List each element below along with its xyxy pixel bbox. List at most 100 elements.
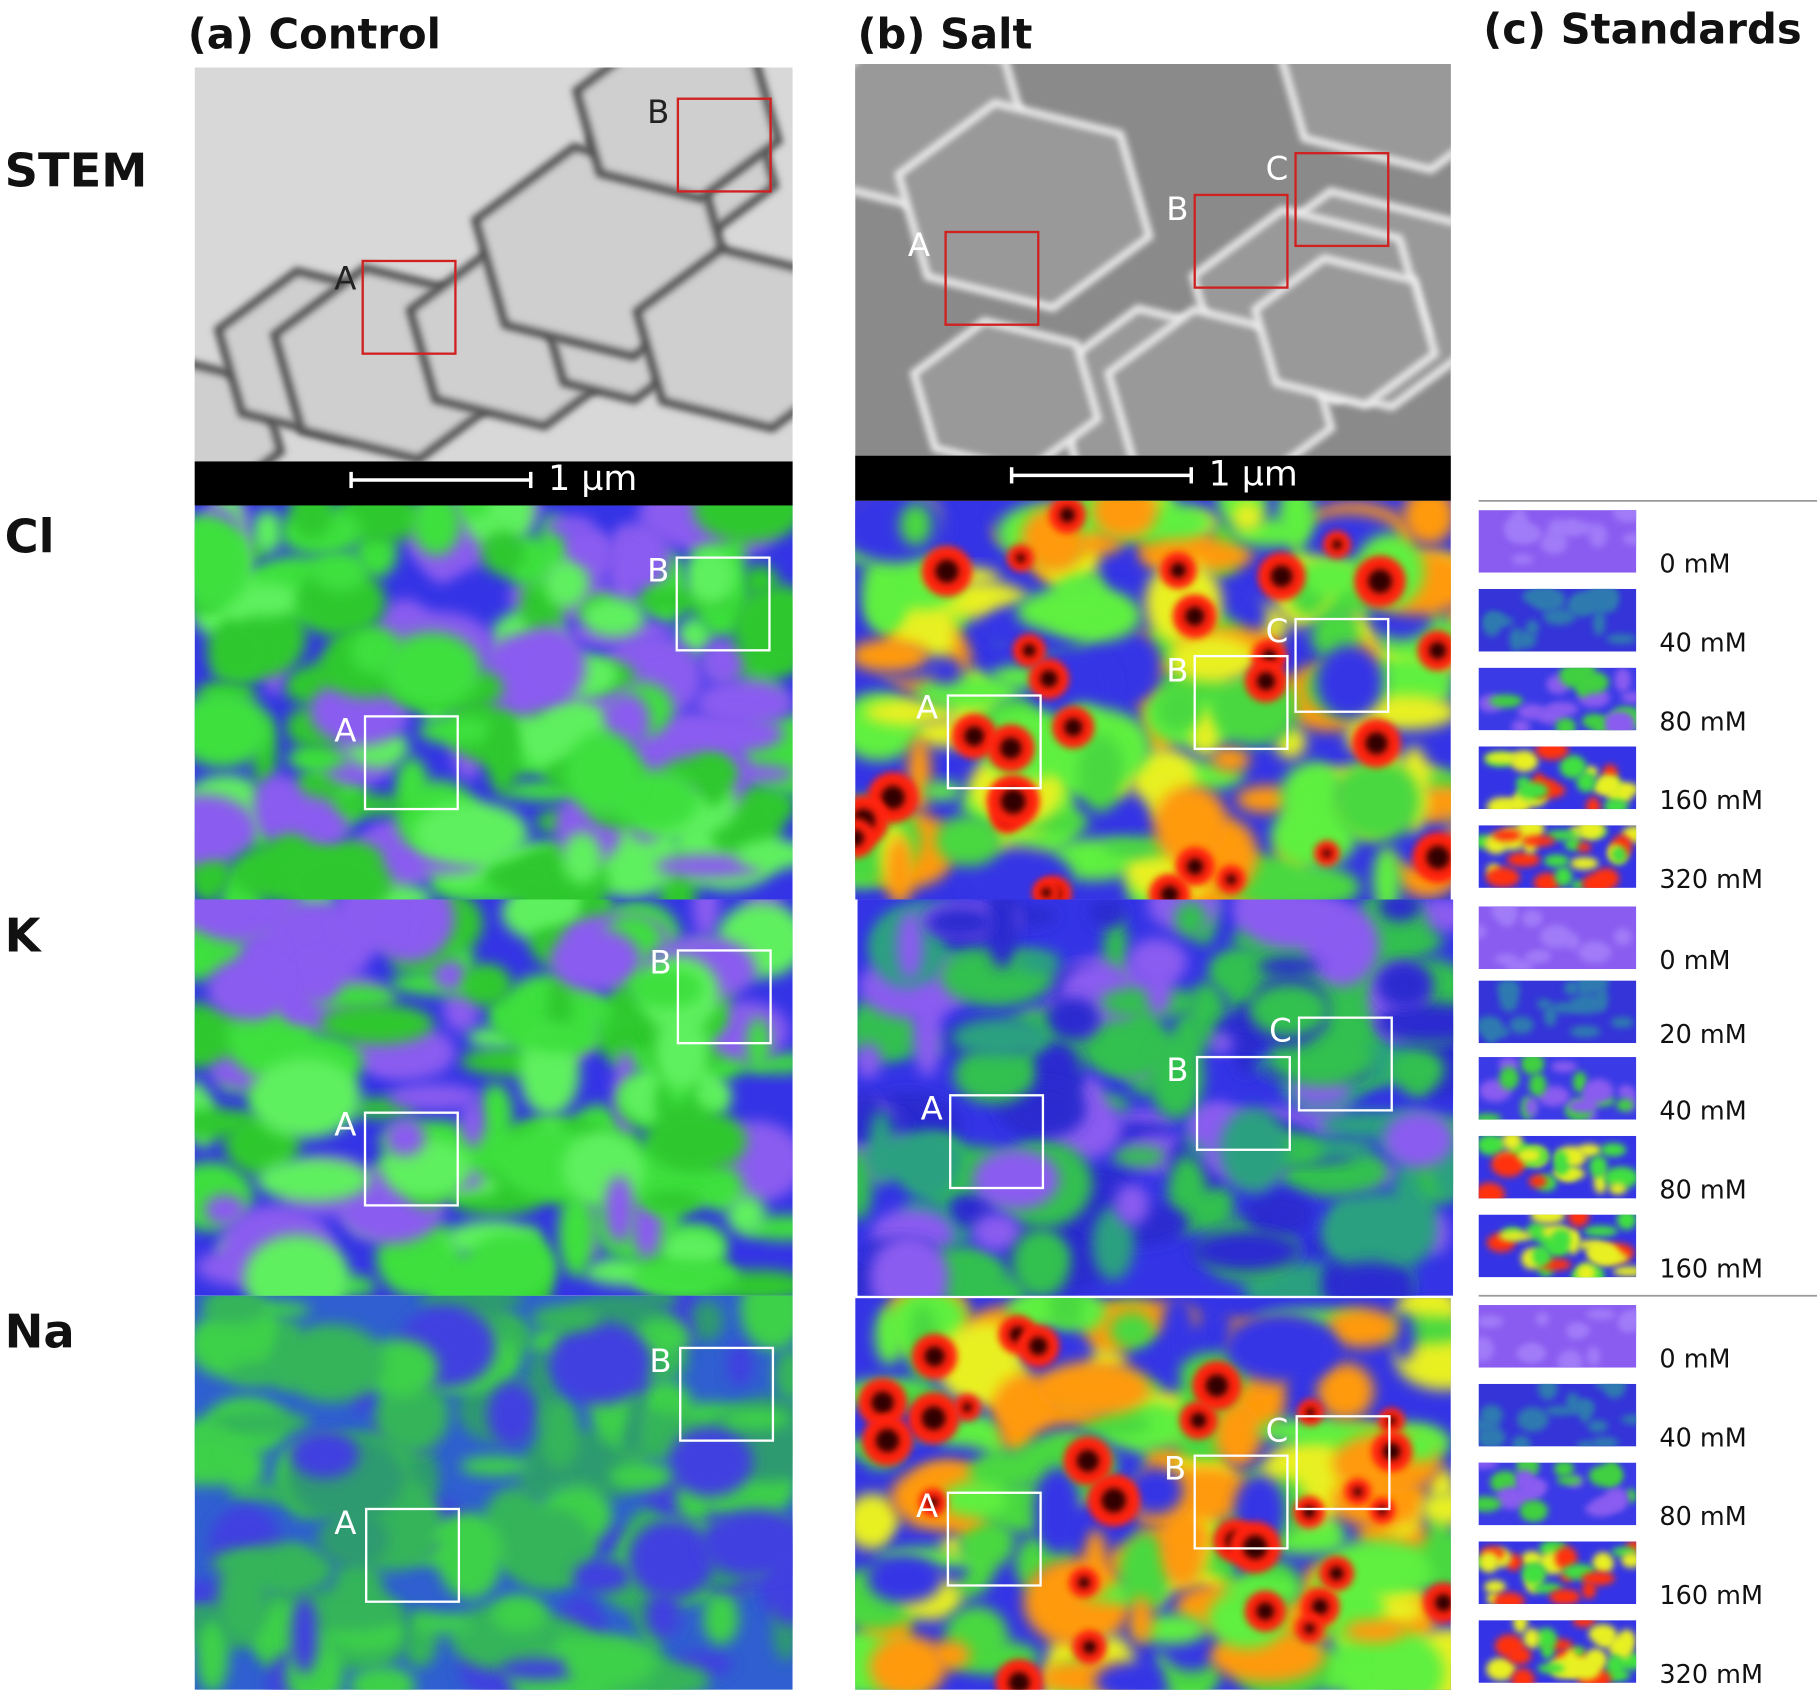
blob	[500, 1658, 578, 1681]
blob	[1583, 1225, 1618, 1237]
panel	[855, 1298, 1451, 1690]
blob	[985, 899, 1020, 969]
blob	[1589, 1155, 1608, 1178]
blob	[1604, 1383, 1625, 1399]
panel	[1478, 980, 1637, 1044]
cell	[1250, 254, 1440, 409]
blob	[437, 1512, 503, 1600]
standard-label: 160 mM	[1659, 786, 1763, 816]
region-label: C	[1266, 1412, 1289, 1450]
blob	[312, 550, 370, 592]
blob	[1525, 619, 1539, 636]
hotspot	[1186, 858, 1204, 875]
blob	[1249, 983, 1330, 1037]
scale-label: 1 µm	[1209, 454, 1298, 494]
blob	[1035, 1361, 1151, 1417]
blob	[896, 910, 924, 981]
blob	[1389, 1048, 1445, 1092]
standard-label: 160 mM	[1659, 1254, 1763, 1284]
blob	[433, 960, 468, 991]
blob	[280, 1324, 385, 1403]
blob	[517, 899, 578, 925]
blob	[1617, 1313, 1637, 1333]
blob	[488, 995, 520, 1035]
region-label: C	[1266, 612, 1289, 650]
blob	[1549, 1588, 1581, 1605]
blob	[1209, 1033, 1234, 1054]
blob	[661, 1231, 724, 1268]
panel	[1478, 667, 1637, 731]
blob	[1491, 1152, 1525, 1178]
region-box	[949, 1094, 1045, 1190]
blob	[463, 963, 512, 1007]
panel	[1478, 1057, 1637, 1120]
blob	[1517, 1407, 1549, 1432]
blob	[549, 928, 641, 992]
hotspot	[962, 1402, 973, 1413]
panel	[1478, 1214, 1637, 1278]
blob	[1148, 1032, 1204, 1119]
blob	[1478, 1551, 1499, 1573]
blob	[1532, 1245, 1551, 1267]
blob	[414, 801, 529, 866]
blob	[1505, 960, 1534, 969]
blob	[283, 849, 392, 900]
row-label: Cl	[5, 510, 55, 564]
blob	[874, 1307, 905, 1365]
hotspot	[921, 1406, 946, 1431]
blob	[1305, 767, 1330, 854]
blob	[1403, 500, 1451, 545]
blob	[518, 1022, 603, 1054]
blob	[1616, 1098, 1634, 1112]
blob	[1498, 906, 1517, 927]
blob	[249, 1058, 362, 1139]
region-box	[1193, 654, 1289, 750]
blob	[1557, 1475, 1583, 1486]
blob	[1317, 1363, 1374, 1420]
blob	[1587, 1242, 1615, 1260]
blob	[500, 1506, 595, 1590]
blob	[913, 988, 942, 1077]
blob	[1537, 1383, 1558, 1401]
blob	[867, 1555, 943, 1604]
blob	[1155, 689, 1202, 732]
blob	[1329, 1261, 1411, 1296]
blob	[1498, 1230, 1533, 1242]
blob	[740, 1295, 793, 1351]
blob	[1506, 852, 1541, 867]
blob	[726, 1194, 767, 1235]
blob	[1092, 1206, 1135, 1281]
blob	[1519, 1499, 1548, 1523]
standard-label: 0 mM	[1659, 1345, 1730, 1375]
region-label: A	[916, 1487, 938, 1525]
hotspot	[1078, 1576, 1090, 1589]
blob	[1502, 1135, 1522, 1151]
region-box	[365, 1507, 461, 1603]
blob	[1570, 1657, 1602, 1681]
blob	[562, 1130, 646, 1207]
blob	[383, 632, 481, 708]
blob	[1543, 854, 1570, 868]
hotspot	[1000, 788, 1026, 814]
hotspot	[1022, 644, 1036, 657]
panel	[1478, 906, 1637, 969]
region-label: B	[1164, 1450, 1186, 1488]
standard-label: 20 mM	[1659, 1020, 1746, 1050]
blob	[1572, 1071, 1587, 1093]
hotspot	[1008, 1672, 1030, 1690]
blob	[1129, 1596, 1154, 1645]
cell	[1279, 63, 1451, 174]
standard-label: 40 mM	[1659, 629, 1746, 659]
blob	[565, 1635, 657, 1689]
blob	[320, 1003, 434, 1045]
blob	[1210, 746, 1250, 772]
region-box	[676, 97, 772, 193]
blob	[1605, 712, 1633, 728]
blob	[1554, 1546, 1578, 1571]
blob	[1541, 1642, 1554, 1659]
hotspot	[1365, 732, 1388, 755]
row-label: Na	[5, 1305, 75, 1359]
standard-label: 0 mM	[1659, 550, 1730, 580]
region-box	[1294, 617, 1390, 713]
